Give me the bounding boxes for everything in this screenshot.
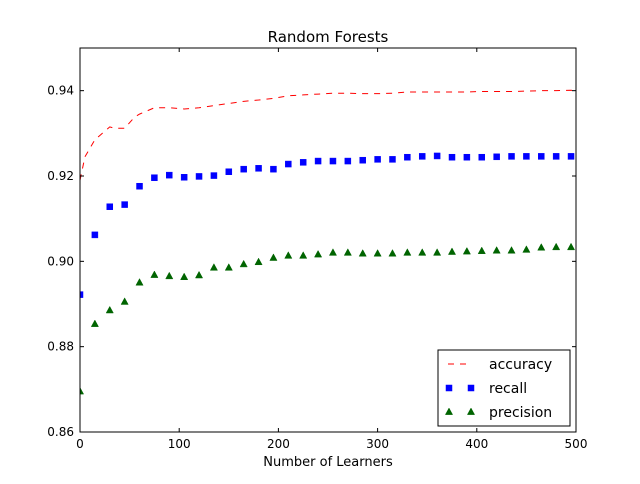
data-point-recall-2 [106, 203, 114, 210]
data-point-recall-8 [195, 173, 203, 180]
data-point-recall-19 [359, 156, 366, 164]
data-point-precision-19 [358, 249, 367, 257]
legend-label-recall: recall [489, 381, 527, 397]
data-point-recall-12 [255, 165, 262, 172]
data-point-recall-4 [136, 182, 143, 190]
data-point-precision-16 [314, 249, 323, 258]
data-point-precision-30 [522, 245, 531, 253]
data-point-precision-4 [135, 278, 144, 286]
data-point-recall-33 [567, 153, 575, 160]
data-point-recall-21 [389, 156, 396, 163]
data-point-precision-10 [224, 263, 233, 271]
data-point-recall-30 [523, 153, 530, 160]
data-point-recall-18 [344, 157, 352, 165]
data-point-precision-26 [462, 246, 471, 255]
y-tick-label-0: 0.86 [47, 425, 74, 439]
data-point-recall-31 [538, 153, 545, 160]
data-point-precision-27 [477, 246, 486, 254]
legend-swatch-precision-a [444, 407, 454, 415]
data-point-precision-5 [150, 270, 159, 278]
data-point-precision-9 [209, 263, 218, 271]
data-point-precision-18 [343, 248, 352, 256]
axes: 0 100 200 300 400 500 0.86 0.88 0.90 0.92 0.94 [47, 47, 588, 451]
data-point-precision-3 [120, 297, 129, 305]
data-point-precision-12 [254, 257, 263, 266]
data-point-recall-11 [240, 165, 247, 173]
data-point-recall-17 [329, 157, 337, 165]
data-point-precision-33 [567, 242, 576, 251]
legend-box [437, 349, 571, 427]
data-point-recall-6 [166, 171, 173, 179]
data-point-precision-2 [105, 305, 114, 314]
data-point-recall-0 [80, 291, 84, 298]
data-point-recall-1 [91, 231, 99, 239]
legend-label-accuracy: accuracy [489, 357, 552, 373]
data-point-precision-17 [328, 248, 337, 256]
data-point-recall-14 [285, 160, 292, 168]
data-point-recall-16 [314, 157, 322, 165]
data-point-recall-9 [210, 172, 218, 179]
legend-label-precision: precision [489, 405, 552, 421]
x-tick-label-3: 300 [366, 437, 389, 451]
data-point-recall-7 [180, 174, 188, 181]
data-point-precision-8 [195, 270, 204, 279]
data-point-recall-13 [270, 165, 277, 173]
y-tick-label-4: 0.94 [47, 84, 74, 98]
data-point-precision-24 [433, 248, 442, 256]
data-point-recall-10 [225, 168, 233, 175]
data-point-recall-29 [508, 153, 515, 160]
plot-area [80, 89, 576, 395]
data-point-recall-32 [552, 153, 560, 160]
data-point-precision-7 [180, 272, 189, 280]
data-point-precision-11 [239, 259, 248, 268]
x-tick-label-4: 400 [465, 437, 488, 451]
data-point-precision-0 [80, 386, 85, 395]
y-tick-label-2: 0.90 [47, 254, 74, 268]
data-point-recall-24 [433, 152, 441, 160]
data-point-precision-1 [90, 319, 99, 327]
legend-swatch-precision-b [466, 407, 476, 415]
chart-title: Random Forests [268, 28, 389, 46]
data-point-precision-31 [537, 243, 546, 251]
data-point-precision-23 [418, 248, 427, 256]
data-point-recall-22 [404, 153, 411, 161]
data-point-precision-25 [447, 247, 457, 255]
x-tick-label-5: 500 [565, 437, 588, 451]
data-point-precision-20 [373, 249, 382, 257]
legend-swatch-recall-b [467, 384, 475, 392]
data-point-recall-26 [463, 153, 471, 161]
data-point-precision-22 [403, 248, 412, 256]
data-point-precision-15 [299, 251, 308, 259]
data-point-recall-3 [121, 201, 128, 208]
data-point-recall-20 [374, 156, 381, 163]
data-point-precision-6 [165, 271, 174, 280]
x-tick-label-1: 100 [168, 437, 191, 451]
data-point-precision-21 [388, 249, 397, 257]
data-point-recall-15 [299, 159, 307, 166]
axes-frame [79, 47, 577, 433]
x-tick-label-2: 200 [267, 437, 290, 451]
x-axis-label: Number of Learners [263, 455, 393, 470]
legend-swatch-recall-a [445, 384, 453, 392]
series-line-accuracy [80, 89, 576, 181]
y-tick-label-1: 0.88 [47, 340, 74, 354]
data-point-precision-29 [507, 246, 516, 254]
data-point-precision-28 [492, 246, 501, 254]
data-point-recall-5 [151, 174, 158, 181]
data-point-precision-14 [284, 251, 293, 259]
data-point-precision-13 [269, 253, 278, 261]
x-tick-label-0: 0 [76, 437, 84, 451]
legend: accuracy recall precision [437, 349, 571, 427]
data-point-recall-23 [418, 153, 426, 160]
data-point-recall-25 [448, 153, 456, 161]
data-point-recall-27 [478, 153, 486, 161]
data-point-recall-28 [493, 153, 500, 161]
y-tick-label-3: 0.92 [47, 169, 74, 183]
data-point-precision-32 [552, 242, 561, 251]
